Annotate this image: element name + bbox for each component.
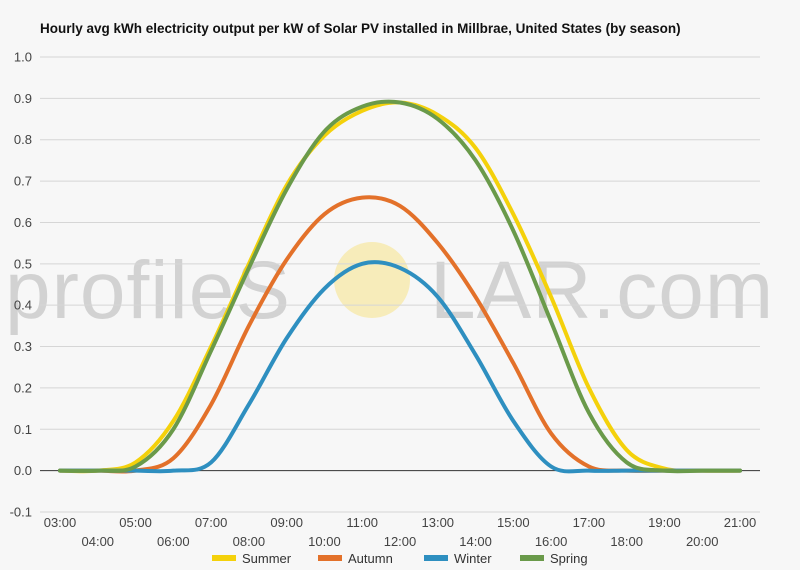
x-tick-label: 21:00 [724,515,757,530]
y-tick-label: 0.7 [14,174,32,189]
x-tick-label: 07:00 [195,515,228,530]
series-line-winter [58,260,742,474]
legend-label: Summer [242,551,292,566]
x-tick-label: 08:00 [233,534,266,549]
x-axis: 03:00 04:00 05:00 06:00 07:00 08:00 09:00 10:00… [44,515,757,549]
series-line-spring [58,99,742,474]
y-tick-label: 0.4 [14,298,32,313]
y-tick-label: 0.6 [14,215,32,230]
legend-swatch [520,555,544,561]
x-tick-label: 06:00 [157,534,190,549]
y-tick-label: 0.5 [14,256,32,271]
y-tick-label: 0.3 [14,339,32,354]
watermark: profileS LAR.com [5,242,774,336]
watermark-sun-icon [334,242,410,318]
x-tick-label: 03:00 [44,515,77,530]
x-tick-label: 05:00 [119,515,152,530]
legend-swatch [212,555,236,561]
x-tick-label: 04:00 [82,534,115,549]
x-tick-label: 13:00 [422,515,455,530]
y-tick-label: 0.1 [14,422,32,437]
x-tick-label: 20:00 [686,534,719,549]
x-tick-label: 18:00 [610,534,643,549]
legend-item-spring[interactable]: Spring [520,551,588,566]
watermark-text-right: LAR.com [430,245,774,336]
chart-title: Hourly avg kWh electricity output per kW… [40,21,681,36]
legend-item-autumn[interactable]: Autumn [318,551,393,566]
x-tick-label: 19:00 [648,515,681,530]
y-tick-label: 1.0 [14,50,32,65]
legend-swatch [424,555,448,561]
x-tick-label: 17:00 [573,515,606,530]
legend-item-summer[interactable]: Summer [212,551,292,566]
y-tick-label: 0.9 [14,91,32,106]
x-tick-label: 14:00 [459,534,492,549]
y-tick-label: 0.2 [14,380,32,395]
y-axis: -0.1 0.0 0.1 0.2 0.3 0.4 0.5 0.6 0.7 0.8 0.9 1.0 [10,50,32,520]
legend-swatch [318,555,342,561]
y-tick-label: 0.8 [14,132,32,147]
x-tick-label: 10:00 [308,534,341,549]
legend-label: Autumn [348,551,393,566]
legend-label: Winter [454,551,492,566]
x-tick-label: 12:00 [384,534,417,549]
series-lines [58,99,742,474]
y-tick-label: -0.1 [10,505,32,520]
x-tick-label: 11:00 [346,515,378,530]
x-tick-label: 16:00 [535,534,568,549]
watermark-text-left: profileS [5,245,291,336]
x-tick-label: 15:00 [497,515,530,530]
legend-item-winter[interactable]: Winter [424,551,492,566]
legend-label: Spring [550,551,588,566]
x-tick-label: 09:00 [270,515,303,530]
y-tick-label: 0.0 [14,463,32,478]
legend: Summer Autumn Winter Spring [212,551,588,566]
